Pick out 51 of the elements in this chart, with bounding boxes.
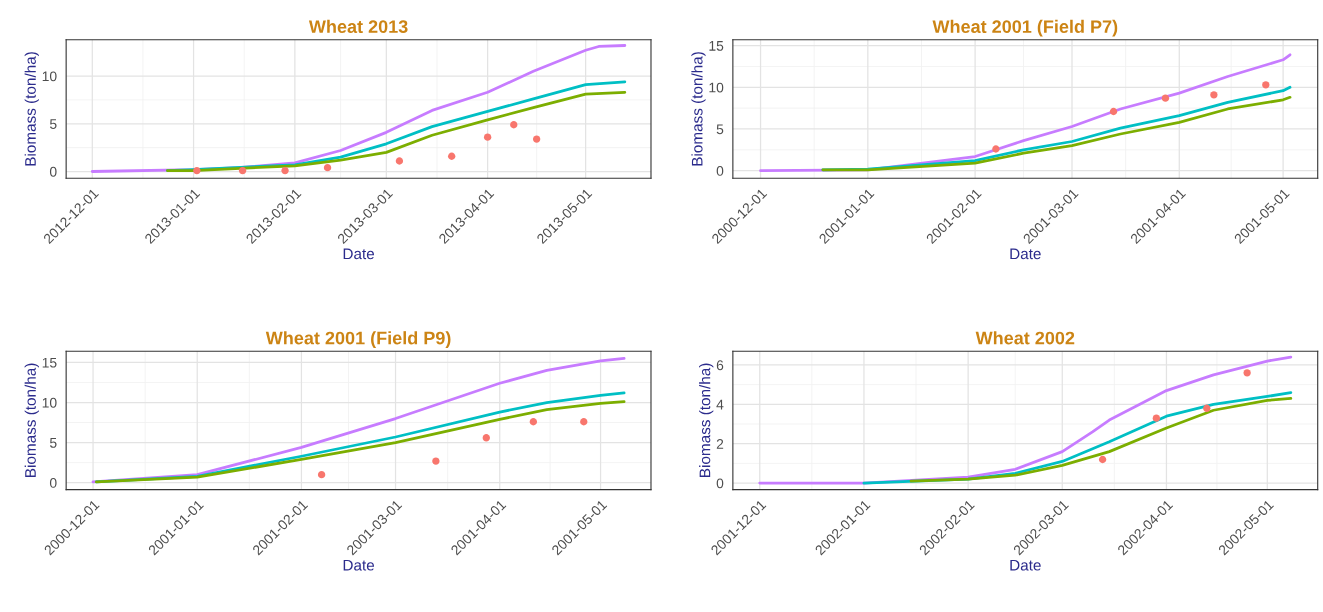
point: [992, 145, 1000, 153]
y-tick-label: 0: [716, 166, 724, 176]
y-axis-title: Biomass (ton/ha): [691, 52, 706, 166]
point: [1203, 404, 1211, 412]
y-axis-title: Biomass (ton/ha): [24, 363, 39, 477]
y-tick-label: 2: [716, 439, 724, 449]
y-tick-label: 5: [716, 124, 724, 135]
x-axis-title: Date: [1010, 559, 1041, 571]
point: [1098, 455, 1107, 464]
y-tick-label: 10: [42, 71, 57, 82]
point: [483, 133, 492, 141]
y-tick-label: 5: [49, 438, 57, 448]
point: [448, 152, 456, 160]
point: [323, 164, 332, 172]
y-tick-label: 10: [709, 82, 724, 93]
line-series: [909, 397, 1293, 483]
y-tick-label: 4: [716, 399, 724, 410]
y-tick-label: 6: [716, 360, 724, 371]
point: [580, 418, 588, 426]
x-axis-title: Date: [1010, 248, 1041, 260]
chart-title: Wheat 2002: [975, 331, 1075, 345]
chart-title: Wheat 2013: [308, 19, 408, 34]
point: [432, 457, 440, 465]
chart-title: Wheat 2001 (Field P7): [932, 19, 1118, 37]
point: [529, 418, 538, 426]
point: [193, 166, 201, 175]
y-tick-label: 15: [709, 41, 724, 51]
point: [1243, 369, 1251, 377]
point: [238, 166, 247, 175]
point: [1262, 81, 1270, 89]
point: [1152, 414, 1161, 422]
chart-title: Wheat 2001 (Field P9): [265, 331, 451, 348]
y-tick-label: 0: [49, 166, 57, 177]
point: [532, 135, 541, 143]
point: [281, 166, 289, 175]
y-axis-title: Biomass (ton/ha): [24, 52, 39, 166]
point: [1109, 107, 1118, 116]
point: [510, 121, 518, 129]
point: [1210, 91, 1218, 99]
point: [482, 434, 490, 442]
y-tick-label: 5: [49, 119, 57, 129]
point: [1161, 94, 1170, 102]
x-axis-title: Date: [343, 248, 375, 260]
y-tick-label: 15: [42, 357, 57, 368]
point: [317, 471, 326, 479]
y-tick-label: 10: [42, 397, 57, 408]
y-tick-label: 0: [49, 478, 57, 488]
y-tick-label: 0: [716, 478, 724, 489]
y-axis-title: Biomass (ton/ha): [699, 363, 714, 477]
x-axis-title: Date: [343, 559, 375, 571]
point: [395, 157, 404, 165]
